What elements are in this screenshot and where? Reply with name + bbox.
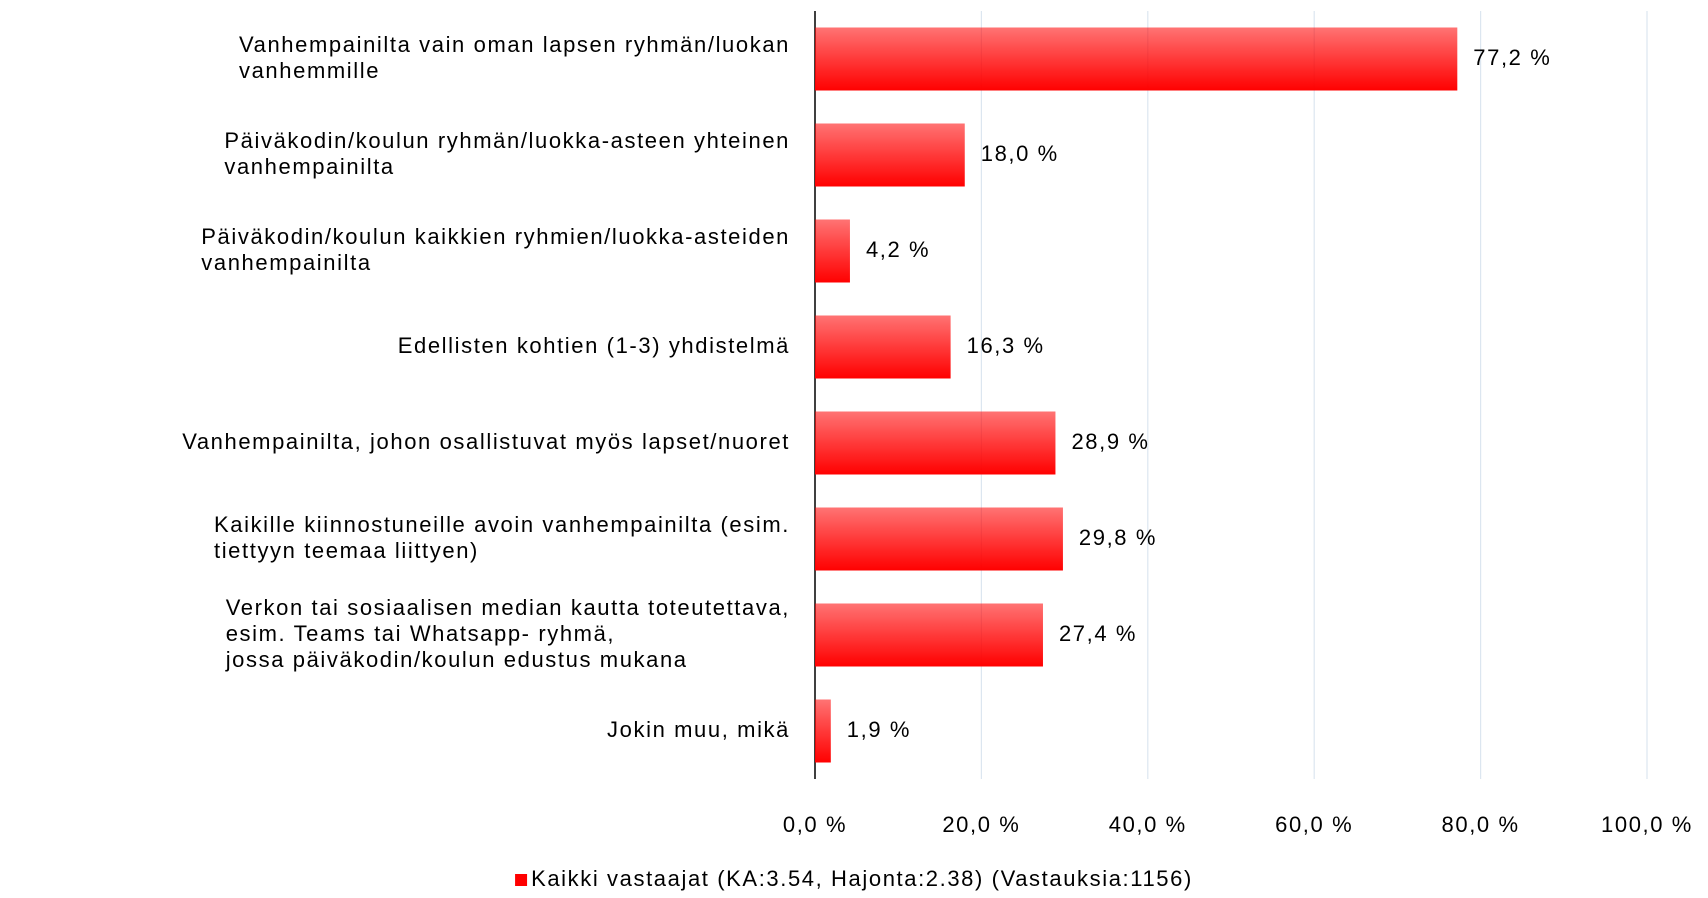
y-tick-label: Jokin muu, mikä: [607, 717, 790, 742]
x-tick-label: 40,0 %: [1109, 812, 1187, 837]
y-tick-label: esim. Teams tai Whatsapp- ryhmä,: [226, 621, 615, 646]
y-tick-label: tiettyyn teemaa liittyen): [214, 538, 479, 563]
x-tick-label: 20,0 %: [942, 812, 1020, 837]
x-tick-label: 100,0 %: [1601, 812, 1693, 837]
bar: [815, 603, 1043, 667]
bar: [815, 411, 1056, 475]
y-tick-label: Edellisten kohtien (1-3) yhdistelmä: [398, 333, 790, 358]
value-label: 1,9 %: [847, 717, 911, 742]
bar: [815, 219, 850, 283]
bar: [815, 27, 1458, 91]
y-tick-label: vanhemmille: [239, 58, 380, 83]
bar: [815, 507, 1063, 571]
bar: [815, 699, 831, 763]
y-tick-label: Vanhempainilta, johon osallistuvat myös …: [182, 429, 790, 454]
legend-label: Kaikki vastaajat (KA:3.54, Hajonta:2.38)…: [531, 866, 1193, 891]
value-label: 77,2 %: [1473, 45, 1551, 70]
y-tick-label: Päiväkodin/koulun ryhmän/luokka-asteen y…: [224, 128, 790, 153]
bar: [815, 123, 965, 187]
x-tick-label: 60,0 %: [1275, 812, 1353, 837]
legend-swatch: [515, 874, 528, 886]
bar: [815, 315, 951, 379]
y-tick-label: Kaikille kiinnostuneille avoin vanhempai…: [214, 512, 790, 537]
value-label: 27,4 %: [1059, 621, 1137, 646]
y-tick-label: Päiväkodin/koulun kaikkien ryhmien/luokk…: [201, 224, 790, 249]
x-tick-label: 80,0 %: [1442, 812, 1520, 837]
value-label: 18,0 %: [981, 141, 1059, 166]
y-tick-label: vanhempainilta: [201, 250, 371, 275]
y-tick-label: Verkon tai sosiaalisen median kautta tot…: [226, 595, 790, 620]
y-tick-label: jossa päiväkodin/koulun edustus mukana: [225, 647, 688, 672]
x-tick-label: 0,0 %: [783, 812, 847, 837]
value-label: 16,3 %: [967, 333, 1045, 358]
value-label: 28,9 %: [1071, 429, 1149, 454]
value-label: 29,8 %: [1079, 525, 1157, 550]
value-label: 4,2 %: [866, 237, 930, 262]
y-tick-label: vanhempainilta: [224, 154, 394, 179]
y-tick-label: Vanhempainilta vain oman lapsen ryhmän/l…: [239, 32, 790, 57]
